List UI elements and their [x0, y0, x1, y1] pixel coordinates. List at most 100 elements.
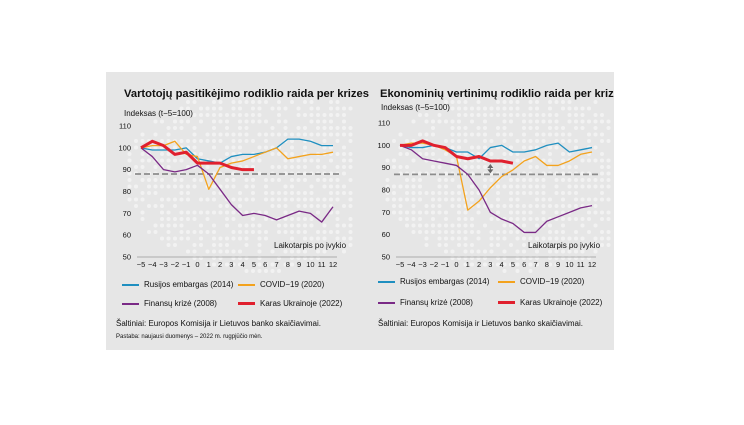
map-dot	[192, 230, 197, 234]
map-dot	[296, 132, 301, 137]
x-tick-label: −4	[407, 260, 416, 269]
series-line-finansu	[140, 147, 334, 223]
map-dot	[541, 178, 546, 182]
map-dot	[450, 139, 455, 143]
map-dot	[322, 249, 327, 254]
map-dot	[316, 158, 320, 163]
map-dot	[257, 119, 262, 124]
map-dot	[606, 217, 611, 221]
map-dot	[535, 249, 539, 254]
map-dot	[398, 204, 403, 208]
legend-swatch-finansu	[122, 302, 139, 305]
map-dot	[457, 132, 461, 137]
map-dot	[186, 236, 190, 241]
map-dot	[335, 223, 340, 228]
map-dot	[470, 113, 474, 117]
map-dot	[296, 113, 301, 117]
map-dot	[398, 210, 403, 215]
map-dot	[444, 191, 448, 195]
map-dot	[580, 126, 585, 130]
series-line-karas	[400, 139, 514, 165]
map-dot	[296, 178, 301, 182]
map-dot	[593, 126, 598, 130]
map-dot	[548, 119, 552, 124]
map-dot	[166, 152, 171, 156]
map-dot	[251, 197, 255, 202]
map-dot	[470, 197, 474, 202]
map-dot	[587, 210, 591, 215]
legend-label: COVID−19 (2020)	[520, 277, 585, 286]
map-dot	[418, 113, 422, 117]
map-dot	[179, 119, 184, 124]
map-dot	[251, 139, 255, 143]
map-dot	[335, 217, 340, 221]
map-dot	[567, 139, 572, 143]
map-dot	[587, 119, 591, 124]
map-dot	[283, 249, 288, 254]
map-dot	[496, 184, 500, 189]
map-dot	[199, 113, 203, 117]
map-dot	[329, 106, 333, 111]
map-dot	[147, 158, 151, 163]
map-dot	[296, 191, 301, 195]
legend-swatch-finansu	[378, 301, 395, 304]
map-dot	[251, 113, 255, 117]
map-dot	[166, 184, 171, 189]
map-dot	[522, 249, 526, 254]
x-tick-label: 5	[252, 260, 256, 269]
map-dot	[509, 184, 513, 189]
map-dot	[515, 178, 520, 182]
map-dot	[205, 132, 210, 137]
map-dot	[212, 132, 216, 137]
map-dot	[238, 230, 242, 234]
map-dot	[218, 139, 223, 143]
map-dot	[509, 106, 513, 111]
legend-label: Finansų krizė (2008)	[400, 298, 473, 307]
map-dot	[502, 165, 507, 169]
map-dot	[502, 249, 507, 254]
map-dot	[199, 139, 203, 143]
map-dot	[522, 217, 526, 221]
map-dot	[515, 204, 520, 208]
map-dot	[264, 236, 268, 241]
map-dot	[277, 230, 281, 234]
map-dot	[179, 197, 184, 202]
map-dot	[264, 184, 268, 189]
map-dot	[173, 197, 177, 202]
map-dot	[606, 243, 611, 247]
map-dot	[173, 126, 177, 130]
map-dot	[502, 184, 507, 189]
map-dot	[290, 158, 294, 163]
map-dot	[296, 106, 301, 111]
map-dot	[496, 262, 500, 267]
map-dot	[335, 230, 340, 234]
map-dot	[303, 100, 307, 104]
map-dot	[483, 119, 487, 124]
map-dot	[264, 269, 268, 273]
map-dot	[522, 178, 526, 182]
x-tick-label: 11	[577, 260, 585, 269]
map-dot	[548, 262, 552, 267]
map-dot	[535, 152, 539, 156]
map-dot	[329, 204, 333, 208]
map-dot	[264, 100, 268, 104]
map-dot	[212, 119, 216, 124]
map-dot	[316, 210, 320, 215]
map-dot	[528, 236, 533, 241]
map-dot	[489, 106, 494, 111]
map-dot	[270, 165, 275, 169]
map-dot	[496, 132, 500, 137]
map-dot	[528, 217, 533, 221]
map-dot	[554, 191, 559, 195]
map-dot	[574, 126, 578, 130]
map-dot	[496, 191, 500, 195]
map-dot	[580, 217, 585, 221]
map-dot	[385, 191, 390, 195]
data-note: Pastaba: naujausi duomenys – 2022 m. rug…	[116, 334, 263, 340]
map-dot	[283, 230, 288, 234]
map-dot	[541, 217, 546, 221]
map-dot	[411, 178, 416, 182]
map-dot	[457, 217, 461, 221]
map-dot	[457, 184, 461, 189]
map-dot	[179, 139, 184, 143]
